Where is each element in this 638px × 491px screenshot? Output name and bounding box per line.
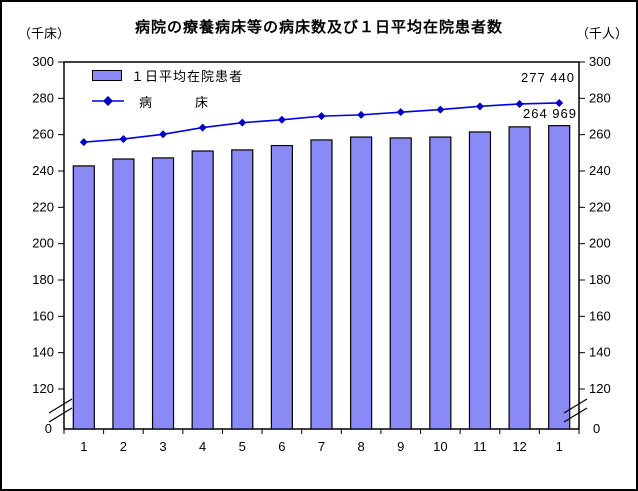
bar: [270, 144, 293, 430]
right-axis-tick-label: 240: [589, 163, 611, 178]
x-axis-category-label: 10: [433, 439, 447, 454]
right-axis-tick-label: 220: [589, 199, 611, 214]
x-axis-category-label: 1: [80, 439, 87, 454]
left-axis-tick-label: 180: [32, 272, 54, 287]
line-marker: [317, 112, 326, 121]
line-marker: [475, 102, 484, 111]
x-axis-category-label: 11: [473, 439, 487, 454]
bar: [191, 150, 214, 430]
line-marker: [119, 135, 128, 144]
bar: [112, 158, 135, 430]
annotation-patients-value: 264 969: [523, 106, 577, 121]
left-axis-tick-label: 260: [32, 127, 54, 142]
left-axis-tick-label: 200: [32, 236, 54, 251]
bar: [72, 165, 95, 430]
right-axis-tick-label: 300: [589, 54, 611, 69]
line-marker: [277, 115, 286, 124]
bar: [389, 137, 412, 430]
legend-entry-beds: 病 床: [92, 92, 243, 110]
left-axis-tick-label: 140: [32, 345, 54, 360]
line-marker: [79, 138, 88, 147]
right-axis-tick-label: 160: [589, 308, 611, 323]
x-axis-category-label: 2: [120, 439, 127, 454]
line-marker: [238, 118, 247, 127]
bar: [508, 126, 531, 430]
line-marker: [555, 98, 564, 107]
right-axis-tick-label: 260: [589, 127, 611, 142]
annotation-beds-value: 277 440: [521, 70, 575, 85]
right-axis-tick-label: 120: [589, 381, 611, 396]
right-axis-unit-label: （千人）: [575, 26, 628, 41]
left-axis-tick-label: 280: [32, 90, 54, 105]
line-marker: [198, 123, 207, 132]
right-axis-tick-label: 140: [589, 345, 611, 360]
axis-break-icon: [563, 398, 588, 414]
x-axis-category-label: 1: [556, 439, 563, 454]
bar: [231, 149, 254, 430]
line-marker: [357, 110, 366, 119]
legend-bar-swatch-icon: [92, 69, 122, 81]
x-axis-category-label: 12: [512, 439, 526, 454]
left-axis-tick-label: 300: [32, 54, 54, 69]
axis-break-icon: [48, 398, 73, 414]
legend: １日平均在院患者 病 床: [92, 66, 243, 110]
legend-bar-label: １日平均在院患者: [131, 68, 244, 84]
right-axis-tick-label: 280: [589, 90, 611, 105]
axis-break-icon: [48, 407, 73, 423]
line-marker: [159, 130, 168, 139]
axis-break-icon: [563, 407, 588, 423]
left-axis-unit-label: （千床）: [18, 26, 71, 41]
right-axis-zero-label: 0: [593, 421, 600, 436]
line-marker: [396, 108, 405, 117]
left-axis-tick-label: 120: [32, 381, 54, 396]
right-axis-tick-label: 180: [589, 272, 611, 287]
x-axis-category-label: 6: [278, 439, 285, 454]
bar: [350, 136, 373, 430]
x-axis-category-label: 9: [397, 439, 404, 454]
x-axis-category-label: 8: [357, 439, 364, 454]
left-axis-tick-label: 160: [32, 308, 54, 323]
bar: [310, 139, 333, 430]
legend-entry-patients: １日平均在院患者: [92, 66, 243, 84]
legend-line-label: 病 床: [139, 94, 210, 110]
line-marker: [515, 99, 524, 108]
x-axis-category-label: 3: [159, 439, 166, 454]
left-axis-tick-label: 240: [32, 163, 54, 178]
bar: [151, 157, 175, 430]
x-axis-category-label: 7: [318, 439, 325, 454]
x-axis-category-label: 5: [239, 439, 246, 454]
bar: [548, 125, 571, 430]
bar: [468, 131, 492, 430]
legend-line-marker-icon: [92, 96, 124, 106]
line-marker: [436, 105, 445, 114]
left-axis-zero-label: 0: [45, 421, 52, 436]
left-axis-tick-label: 220: [32, 199, 54, 214]
bar: [429, 136, 452, 430]
right-axis-tick-label: 200: [589, 236, 611, 251]
chart-title: 病院の療養病床等の病床数及び１日平均在院患者数: [134, 19, 503, 36]
x-axis-category-label: 4: [199, 439, 206, 454]
